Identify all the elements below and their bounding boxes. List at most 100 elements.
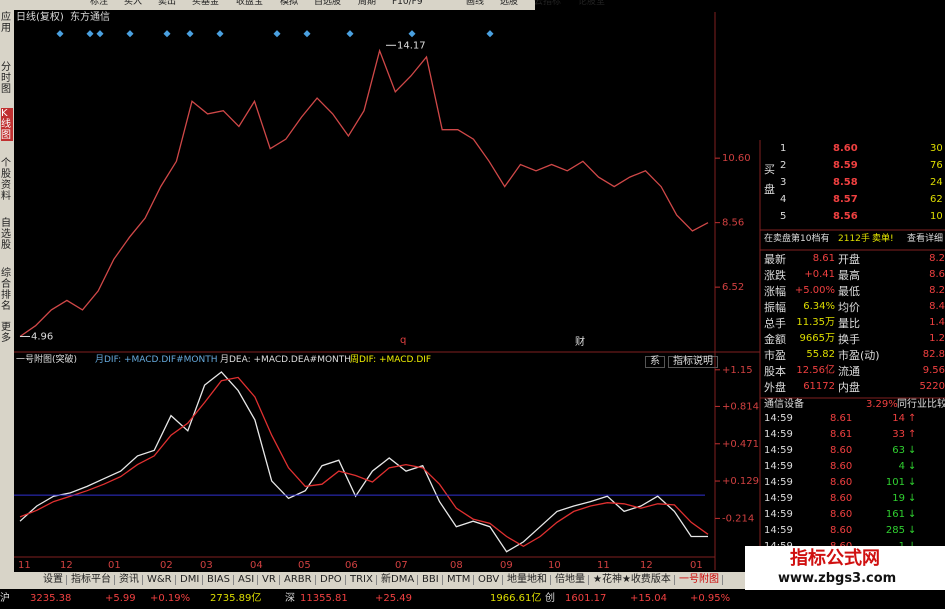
toolbar-button[interactable]: 画线 <box>466 0 485 7</box>
quote-value: 12.56亿 <box>796 365 835 376</box>
book-notice[interactable]: 查看详细 <box>907 234 944 244</box>
left-tab[interactable]: 综合排名 <box>1 268 11 312</box>
quote-value: 8.2 <box>929 285 945 296</box>
bottom-tab[interactable]: MTM <box>444 575 475 585</box>
industry-name: 通信设备 <box>764 399 804 410</box>
bottom-tab[interactable]: 新DMA <box>378 575 419 585</box>
quote-value: 6.34% <box>803 301 835 312</box>
quote-label: 振幅 <box>764 301 786 314</box>
quote-label: 最高 <box>838 269 860 282</box>
toolbar-button[interactable]: 买入 <box>124 0 143 7</box>
x-tick-label: 07 <box>395 560 408 571</box>
industry-compare[interactable]: 同行业比较 <box>897 399 945 410</box>
toolbar-button[interactable]: F10/F9 <box>392 0 423 7</box>
x-tick-label: 11 <box>597 560 610 571</box>
trade-arrow: ↓ <box>908 445 917 456</box>
marker: q <box>400 335 406 346</box>
toolbar-button[interactable]: 论股堂 <box>578 0 606 7</box>
indicator-button[interactable]: 系 <box>645 356 665 368</box>
quote-label: 股本 <box>764 365 786 378</box>
status-item: 创 <box>545 593 555 604</box>
trade-price: 8.60 <box>830 493 853 504</box>
trade-volume: 63 <box>892 445 905 456</box>
bottom-tab[interactable]: W&R <box>144 575 176 585</box>
book-level: 5 <box>780 211 787 222</box>
x-tick-label: 10 <box>548 560 561 571</box>
quote-value: +5.00% <box>794 285 835 296</box>
watermark-title: 指标公式网 <box>790 548 880 569</box>
trade-price: 8.61 <box>830 429 853 440</box>
bottom-tab[interactable]: ARBR <box>281 575 316 585</box>
toolbar-button[interactable]: 模拟 <box>280 0 299 7</box>
quote-label: 最新 <box>764 253 786 266</box>
y-tick-label: 10.60 <box>722 153 751 164</box>
book-notice: 在卖盘第10档有 <box>764 234 830 244</box>
bottom-tab[interactable]: 地量地和 <box>504 575 551 585</box>
trade-time: 14:59 <box>764 477 793 488</box>
indicator-formula: 月DEA: +MACD.DEA#MONTH <box>220 355 352 365</box>
trade-time: 14:59 <box>764 525 793 536</box>
watermark-url: www.zbgs3.com <box>778 571 897 586</box>
y-tick-label: 8.56 <box>722 218 744 229</box>
x-tick-label: 04 <box>250 560 263 571</box>
trade-time: 14:59 <box>764 509 793 520</box>
toolbar-button[interactable]: 周期 <box>358 0 377 7</box>
left-tab[interactable]: 更多 <box>1 322 11 344</box>
indicator-button[interactable]: 指标说明 <box>668 356 718 368</box>
bottom-tab[interactable]: DPO <box>317 575 346 585</box>
y-tick-label: +0.471 <box>722 439 759 450</box>
trade-arrow: ↑ <box>908 413 917 424</box>
toolbar-button[interactable]: 自选股 <box>314 0 342 7</box>
signal-diamonds <box>56 30 494 38</box>
bottom-tab[interactable]: 一号附图 <box>676 575 723 585</box>
toolbar-button[interactable]: 选股 <box>500 0 519 7</box>
toolbar-button[interactable]: 云指标 <box>534 0 562 7</box>
toolbar-button[interactable]: 买基金 <box>192 0 220 7</box>
left-tab[interactable]: 应用 <box>1 12 11 34</box>
bottom-tab[interactable]: 倍地量 <box>552 575 589 585</box>
left-tab[interactable]: 分时图 <box>1 62 11 95</box>
toolbar-button[interactable]: 收盘宝 <box>236 0 264 7</box>
book-label: 买盘 <box>764 163 775 196</box>
bottom-tab[interactable]: 资讯 <box>116 575 143 585</box>
status-item: +25.49 <box>375 593 413 604</box>
price-line <box>19 48 709 338</box>
trade-arrow: ↓ <box>908 509 917 520</box>
toolbar-button[interactable]: 标注 <box>90 0 109 7</box>
x-tick-label: 06 <box>345 560 358 571</box>
status-item: 深 <box>285 593 295 604</box>
quote-label: 外盘 <box>764 381 786 394</box>
trade-volume: 101 <box>885 477 905 488</box>
left-tab[interactable]: K线图 <box>1 108 13 141</box>
x-tick-label: 01 <box>108 560 121 571</box>
bottom-tab[interactable]: BIAS <box>204 575 234 585</box>
quote-label: 换手 <box>838 333 860 346</box>
bottom-tab[interactable]: VR <box>259 575 280 585</box>
bottom-tab[interactable]: 指标平台 <box>68 575 115 585</box>
status-item: 沪 <box>0 593 10 604</box>
trade-volume: 33 <box>892 429 905 440</box>
trade-price: 8.61 <box>830 413 853 424</box>
bottom-tab[interactable]: DMI <box>177 575 204 585</box>
bottom-tab[interactable]: ASI <box>235 575 259 585</box>
trade-volume: 4 <box>898 461 905 472</box>
bottom-tab[interactable]: 设置 <box>40 575 67 585</box>
trade-arrow: ↓ <box>908 493 917 504</box>
status-item: 1601.17 <box>565 593 607 604</box>
left-tab[interactable]: 个股资料 <box>1 158 11 202</box>
indicator-title: 一号附图(突破) <box>16 355 78 365</box>
status-item: 3235.38 <box>30 593 72 604</box>
quote-value: 1.2 <box>929 333 945 344</box>
toolbar-button[interactable]: 卖出 <box>158 0 177 7</box>
bottom-tab[interactable]: OBV <box>475 575 504 585</box>
left-tab-bg <box>0 10 14 572</box>
bottom-tab[interactable]: BBI <box>419 575 443 585</box>
y-tick-label: +0.129 <box>722 476 759 487</box>
bottom-tab[interactable]: TRIX <box>347 575 377 585</box>
trade-volume: 161 <box>885 509 905 520</box>
quote-label: 内盘 <box>838 381 860 394</box>
left-tab[interactable]: 自选股 <box>1 218 11 251</box>
quote-value: 11.35万 <box>796 317 835 328</box>
bottom-tab[interactable]: ★花神★收费版本 <box>590 575 675 585</box>
